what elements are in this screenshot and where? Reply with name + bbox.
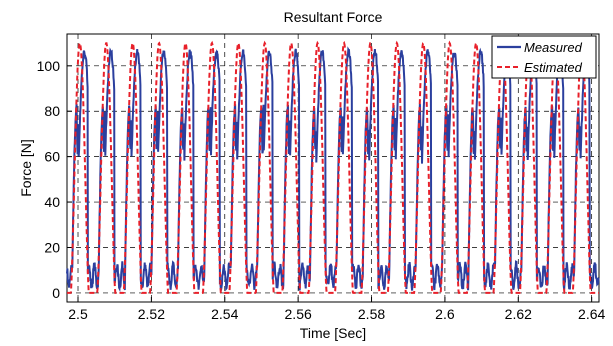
- x-tick-label: 2.62: [505, 306, 532, 322]
- legend-box: [491, 35, 597, 79]
- y-tick-label: 40: [44, 194, 60, 210]
- x-axis-ticks: 2.5 2.52 2.54 2.56 2.58 2.6 2.62 2.64: [68, 297, 605, 322]
- y-axis-title: Force [N]: [18, 139, 34, 197]
- y-tick-label: 20: [44, 239, 60, 255]
- x-tick-label: 2.54: [211, 306, 238, 322]
- y-tick-label: 0: [52, 285, 60, 301]
- x-tick-label: 2.58: [358, 306, 385, 322]
- x-tick-label: 2.52: [138, 306, 165, 322]
- x-tick-label: 2.64: [578, 306, 605, 322]
- plot-area: [66, 33, 600, 303]
- legend: Measured Estimated: [491, 35, 597, 79]
- x-axis-title: Time [Sec]: [300, 325, 366, 341]
- y-tick-label: 60: [44, 149, 60, 165]
- legend-estimated-label: Estimated: [524, 60, 583, 75]
- x-tick-label: 2.5: [68, 306, 88, 322]
- y-axis-ticks: 0 20 40 60 80 100: [37, 58, 72, 301]
- series-estimated-line: [67, 40, 599, 294]
- chart-title: Resultant Force: [284, 9, 383, 25]
- y-tick-label: 100: [37, 58, 61, 74]
- legend-measured-label: Measured: [524, 40, 583, 55]
- y-tick-label: 80: [44, 103, 60, 119]
- x-tick-label: 2.56: [285, 306, 312, 322]
- series-measured-line: [66, 46, 600, 293]
- series-layer: [66, 40, 600, 294]
- x-tick-label: 2.6: [435, 306, 455, 322]
